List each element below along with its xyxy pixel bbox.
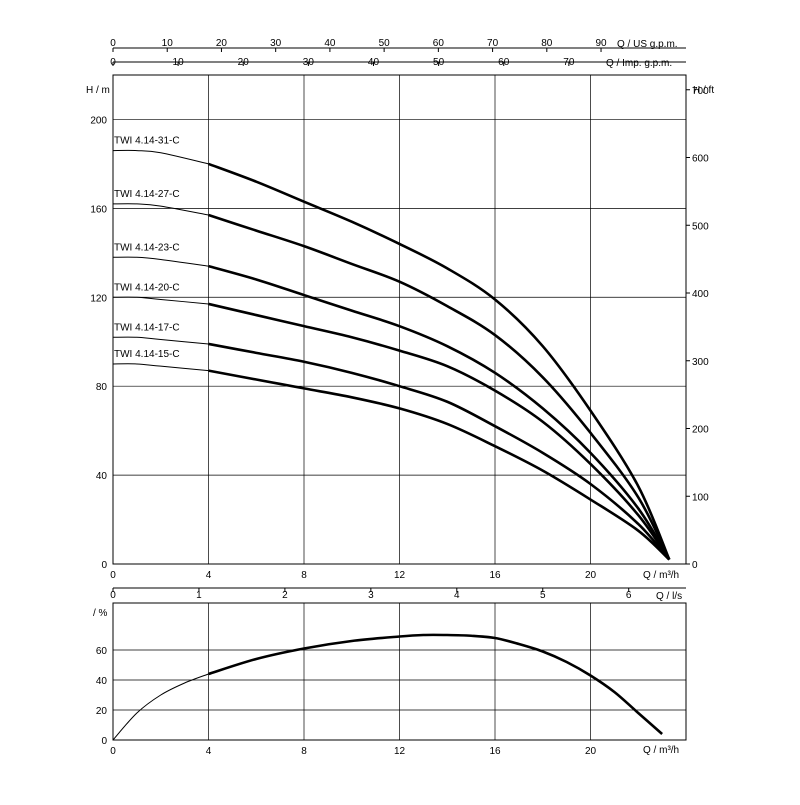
head-curve-4 (208, 302, 671, 561)
head-x-tick-label: 16 (489, 570, 501, 581)
head-grid (113, 75, 686, 564)
imp-gpm-tick-label: 0 (110, 57, 116, 68)
eff-y-tick-label: 20 (96, 706, 108, 717)
head-curve-thin-1 (112, 149, 209, 165)
head-curve-thin-3 (112, 256, 209, 267)
imp-gpm-tick-label: 10 (173, 57, 185, 68)
series-label: TWI 4.14-17-C (114, 322, 180, 333)
eff-x-tick-label: 12 (394, 746, 406, 757)
imp-gpm-tick-label: 50 (433, 57, 445, 68)
head-curve-6 (208, 369, 671, 561)
head-curve-thin-4 (112, 296, 209, 305)
ylabel-efficiency: / % (93, 608, 108, 619)
xlabel-ls: Q / l/s (656, 591, 682, 602)
us-gpm-tick-label: 60 (433, 38, 445, 49)
head-x-tick-label: 8 (301, 570, 307, 581)
xlabel-main-efficiency: Q / m³/h (643, 745, 679, 756)
head-curve-5 (208, 342, 671, 561)
ylabel-right: H / ft (693, 85, 714, 96)
ls-tick-label: 4 (454, 590, 460, 601)
us-gpm-tick-label: 90 (595, 38, 607, 49)
imp-gpm-tick-label: 20 (238, 57, 250, 68)
eff-x-tick-label: 0 (110, 746, 116, 757)
eff-x-tick-label: 4 (206, 746, 212, 757)
us-gpm-tick-label: 50 (379, 38, 391, 49)
imp-gpm-tick-label: 30 (303, 57, 315, 68)
us-gpm-tick-label: 30 (270, 38, 282, 49)
us-gpm-tick-label: 20 (216, 38, 228, 49)
ft-tick-label: 200 (692, 425, 709, 436)
ls-tick-label: 2 (282, 590, 288, 601)
head-curve-thin-6 (112, 363, 209, 372)
eff-y-tick-label: 60 (96, 646, 108, 657)
series-label: TWI 4.14-31-C (114, 136, 180, 147)
ft-tick-label: 100 (692, 492, 709, 503)
ft-tick-label: 700 (692, 86, 709, 97)
ls-tick-label: 3 (368, 590, 374, 601)
ft-tick-label: 400 (692, 289, 709, 300)
head-curve-3 (208, 264, 671, 561)
xlabel-us-gpm: Q / US g.p.m. (617, 39, 678, 50)
ls-tick-label: 0 (110, 590, 116, 601)
eff-y-tick-label: 40 (96, 676, 108, 687)
head-curves: TWI 4.14-31-C TWI 4.14-27-C TWI 4.14-23-C T… (112, 136, 671, 561)
head-y-tick-label: 40 (96, 471, 108, 482)
eff-x-tick-label: 16 (489, 746, 501, 757)
us-gpm-tick-label: 10 (162, 38, 174, 49)
ft-tick-label: 0 (692, 560, 698, 571)
head-x-tick-label: 0 (110, 570, 116, 581)
eff-y-tick-label: 0 (101, 736, 107, 747)
us-gpm-tick-label: 0 (110, 38, 116, 49)
head-curve-1 (208, 162, 671, 561)
ls-tick-label: 5 (540, 590, 546, 601)
efficiency-curves (112, 633, 663, 741)
ft-tick-label: 500 (692, 221, 709, 232)
head-curve-thin-5 (112, 336, 209, 345)
xlabel-main-head: Q / m³/h (643, 570, 679, 581)
head-y-tick-label: 80 (96, 382, 108, 393)
head-curve-2 (208, 213, 671, 561)
ls-tick-label: 1 (196, 590, 202, 601)
eff-x-tick-label: 20 (585, 746, 597, 757)
series-label: TWI 4.14-23-C (114, 242, 180, 253)
us-gpm-tick-label: 80 (541, 38, 553, 49)
efficiency-curve (208, 633, 663, 735)
imp-gpm-tick-label: 60 (498, 57, 510, 68)
head-x-tick-label: 12 (394, 570, 406, 581)
ls-tick-label: 6 (626, 590, 632, 601)
us-gpm-tick-label: 40 (324, 38, 336, 49)
head-y-tick-label: 0 (101, 560, 107, 571)
imp-gpm-tick-label: 40 (368, 57, 380, 68)
head-curve-thin-2 (112, 203, 209, 216)
head-y-tick-label: 200 (90, 115, 107, 126)
ylabel-left: H / m (86, 85, 110, 96)
eff-x-tick-label: 8 (301, 746, 307, 757)
series-label: TWI 4.14-15-C (114, 349, 180, 360)
head-y-tick-label: 160 (90, 204, 107, 215)
ft-tick-label: 600 (692, 154, 709, 165)
series-label: TWI 4.14-27-C (114, 189, 180, 200)
efficiency-grid (113, 603, 686, 740)
xlabel-imp-gpm: Q / Imp. g.p.m. (606, 58, 672, 69)
head-x-tick-label: 4 (206, 570, 212, 581)
axis-ticks: 0 4 8 12 16 200408012016020001002003004005006… (90, 38, 709, 757)
head-x-tick-label: 20 (585, 570, 597, 581)
imp-gpm-tick-label: 70 (563, 57, 575, 68)
us-gpm-tick-label: 70 (487, 38, 499, 49)
series-label: TWI 4.14-20-C (114, 282, 180, 293)
efficiency-curve-thin (112, 673, 209, 741)
ft-tick-label: 300 (692, 357, 709, 368)
head-y-tick-label: 120 (90, 293, 107, 304)
